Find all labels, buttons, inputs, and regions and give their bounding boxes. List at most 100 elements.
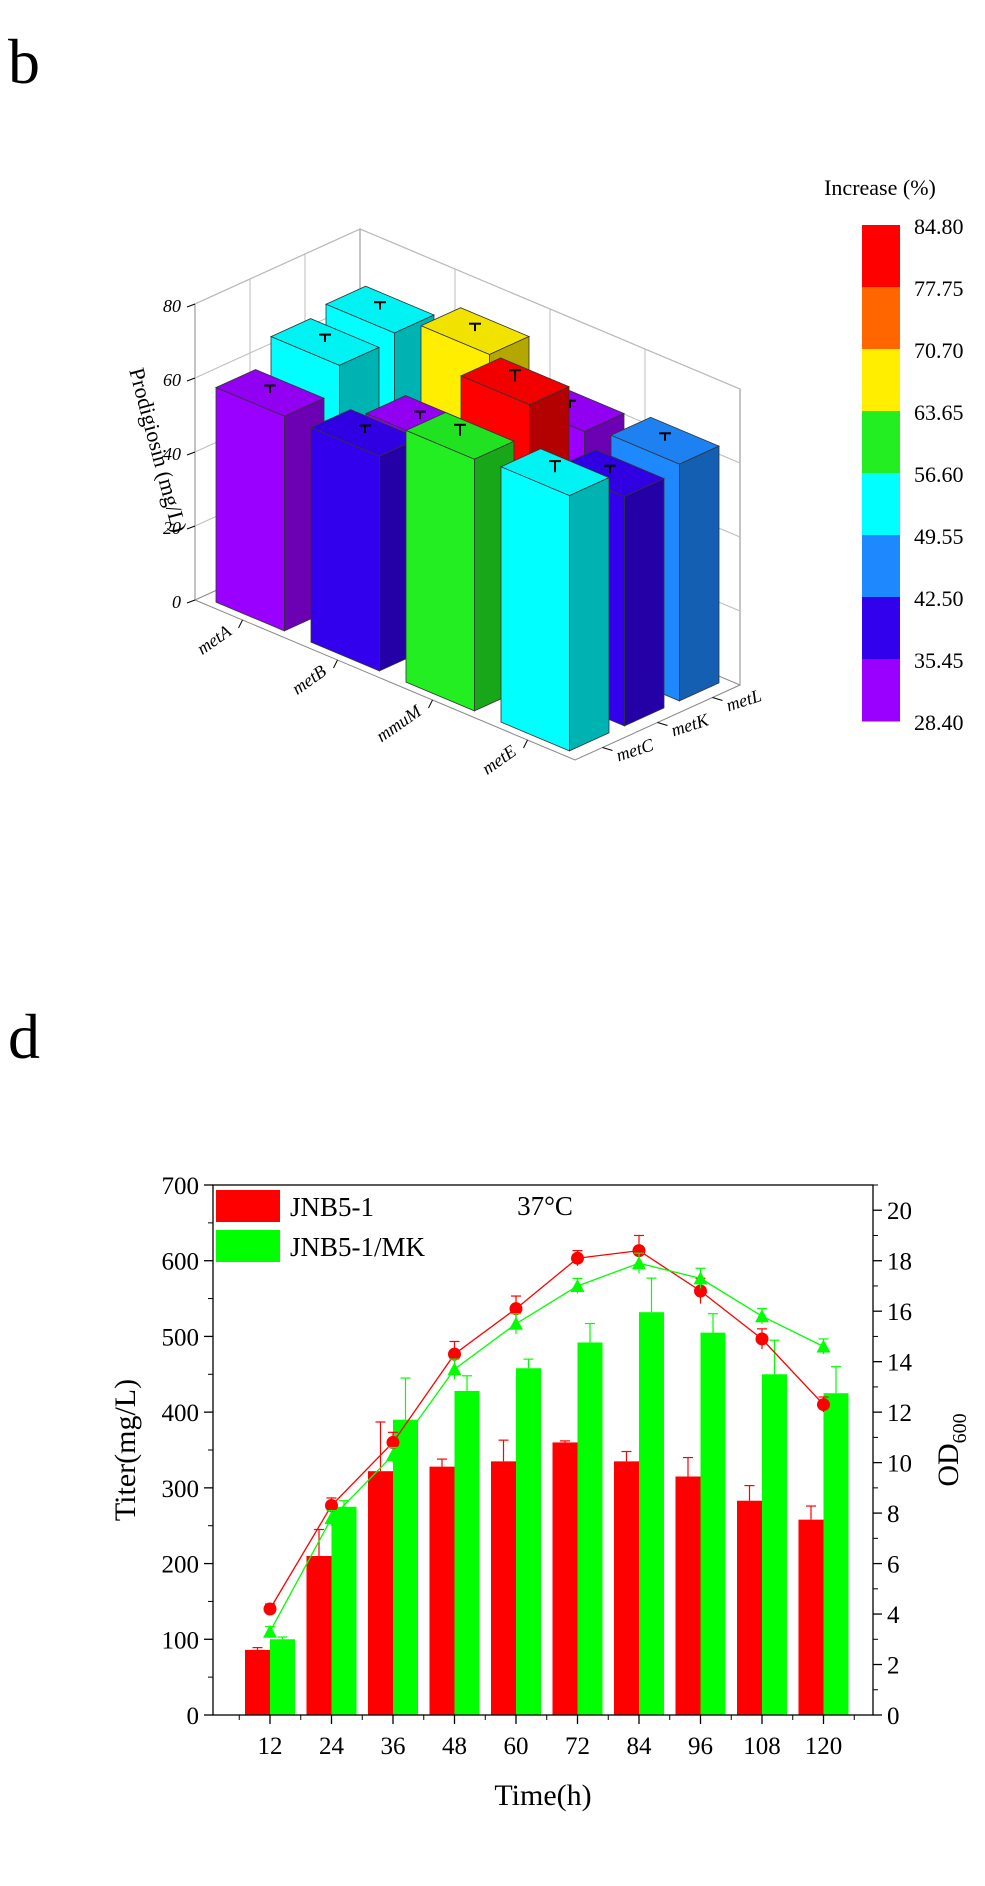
bar3d-chart: 0 20 40 60 80 Prodigiosin (mg/L) metA metB mmuM m… (124, 175, 964, 779)
x-tick-label: 120 (805, 1733, 843, 1760)
od-marker-circle (263, 1602, 277, 1616)
x-category-label: metE (478, 741, 520, 779)
colorbar-segment (862, 597, 900, 660)
legend-swatch (216, 1190, 280, 1222)
od-marker-circle (509, 1302, 523, 1316)
y-tick (602, 747, 613, 751)
y-tick (712, 697, 723, 701)
od-marker-triangle (570, 1279, 585, 1292)
colorbar-tick-label: 42.50 (914, 586, 964, 611)
bar (245, 1649, 270, 1715)
od-marker-triangle (755, 1309, 769, 1323)
y2-tick-label: 6 (887, 1552, 900, 1579)
colorbar-segment (862, 411, 900, 474)
bar (454, 1390, 480, 1715)
x-tick-label: 96 (688, 1733, 713, 1760)
y2-tick-label: 20 (887, 1198, 912, 1225)
x-tick-label: 12 (258, 1733, 283, 1760)
x-tick-label: 36 (381, 1733, 406, 1760)
bar (798, 1519, 824, 1715)
z-tick (186, 525, 196, 530)
bar-side (624, 477, 665, 727)
y2-axis-title: OD600 (932, 1413, 971, 1486)
z-tick (186, 599, 196, 604)
x-tick-label: 48 (442, 1733, 467, 1760)
y2-axis-title-sub: 600 (949, 1413, 971, 1443)
bar3d (215, 369, 325, 632)
x-tick-label: 24 (319, 1733, 345, 1760)
y2-tick-label: 4 (887, 1602, 900, 1629)
bar (552, 1442, 578, 1715)
y2-tick-label: 16 (887, 1299, 912, 1326)
z-axis-title: Prodigiosin (mg/L) (124, 365, 192, 535)
bar-front (500, 466, 570, 752)
z-tick (186, 377, 196, 382)
y-tick-label: 600 (162, 1249, 200, 1276)
titer-od-chart: 0100200300400500600700024681012141618201… (109, 1173, 971, 1812)
bar-side (679, 445, 720, 702)
y-tick (657, 722, 668, 726)
bar (331, 1506, 357, 1715)
colorbar-tick-label: 70.70 (914, 338, 964, 363)
od-marker-circle (386, 1435, 400, 1449)
z-tick-label: 20 (163, 518, 181, 538)
y-tick-label: 300 (162, 1476, 200, 1503)
od-line (269, 1262, 824, 1633)
colorbar-tick-label: 77.75 (914, 276, 964, 301)
od-marker-triangle (447, 1362, 462, 1376)
y-axis-title: Titer(mg/L) (109, 1379, 142, 1521)
panel-label-d: d (8, 1001, 40, 1072)
bar3d (310, 409, 420, 672)
colorbar-tick-label: 63.65 (914, 400, 964, 425)
od-marker-triangle (509, 1316, 523, 1330)
bar (614, 1461, 639, 1715)
y2-tick-label: 10 (887, 1451, 912, 1478)
z-tick-label: 40 (163, 444, 181, 464)
y2-tick-label: 2 (887, 1653, 900, 1680)
colorbar-tick-label: 28.40 (914, 710, 964, 735)
colorbar-segment (862, 659, 900, 722)
x-tick-label: 72 (565, 1733, 590, 1760)
bar (675, 1476, 701, 1715)
z-tick-label: 80 (163, 296, 181, 316)
bar (762, 1374, 787, 1715)
od-line (269, 1249, 824, 1610)
od-marker-triangle (632, 1256, 646, 1270)
x-category-label: metA (193, 620, 236, 658)
y-tick-label: 400 (162, 1400, 200, 1427)
colorbar-tick-label: 49.55 (914, 524, 964, 549)
colorbar-segment (862, 225, 900, 288)
bar3d-plot: 0 20 40 60 80 Prodigiosin (mg/L) metA metB mmuM m… (124, 228, 764, 779)
od-marker-triangle (693, 1271, 708, 1285)
bar3d (405, 412, 515, 712)
y-tick-label: 200 (162, 1552, 200, 1579)
panel-label-b: b (8, 26, 40, 97)
bar-side (569, 476, 610, 752)
bar (823, 1393, 849, 1715)
legend-swatch (216, 1230, 280, 1262)
colorbar-tick-label: 84.80 (914, 214, 964, 239)
bar (270, 1639, 295, 1715)
x-category-label: metB (288, 661, 330, 699)
y2-tick-label: 14 (887, 1350, 913, 1377)
bar (577, 1342, 603, 1715)
y2-tick-label: 8 (887, 1501, 900, 1528)
chart-annotation: 37°C (517, 1191, 573, 1221)
bar-front (215, 386, 285, 632)
x-tick (523, 739, 528, 749)
od-marker-circle (632, 1244, 646, 1258)
x-tick (428, 699, 433, 709)
od-marker-triangle (324, 1511, 339, 1525)
y2-axis-title-main: OD (932, 1443, 965, 1486)
od-marker-circle (817, 1398, 830, 1412)
z-tick (186, 451, 196, 456)
colorbar-segment (862, 535, 900, 598)
colorbar-tick-label: 56.60 (914, 462, 964, 487)
floor-edge (194, 599, 741, 761)
y2-tick-label: 18 (887, 1249, 912, 1276)
od-marker-circle (571, 1251, 584, 1265)
od-marker-triangle (263, 1624, 277, 1638)
colorbar-title: Increase (%) (824, 175, 936, 200)
bar (639, 1312, 664, 1715)
bar (516, 1368, 541, 1715)
